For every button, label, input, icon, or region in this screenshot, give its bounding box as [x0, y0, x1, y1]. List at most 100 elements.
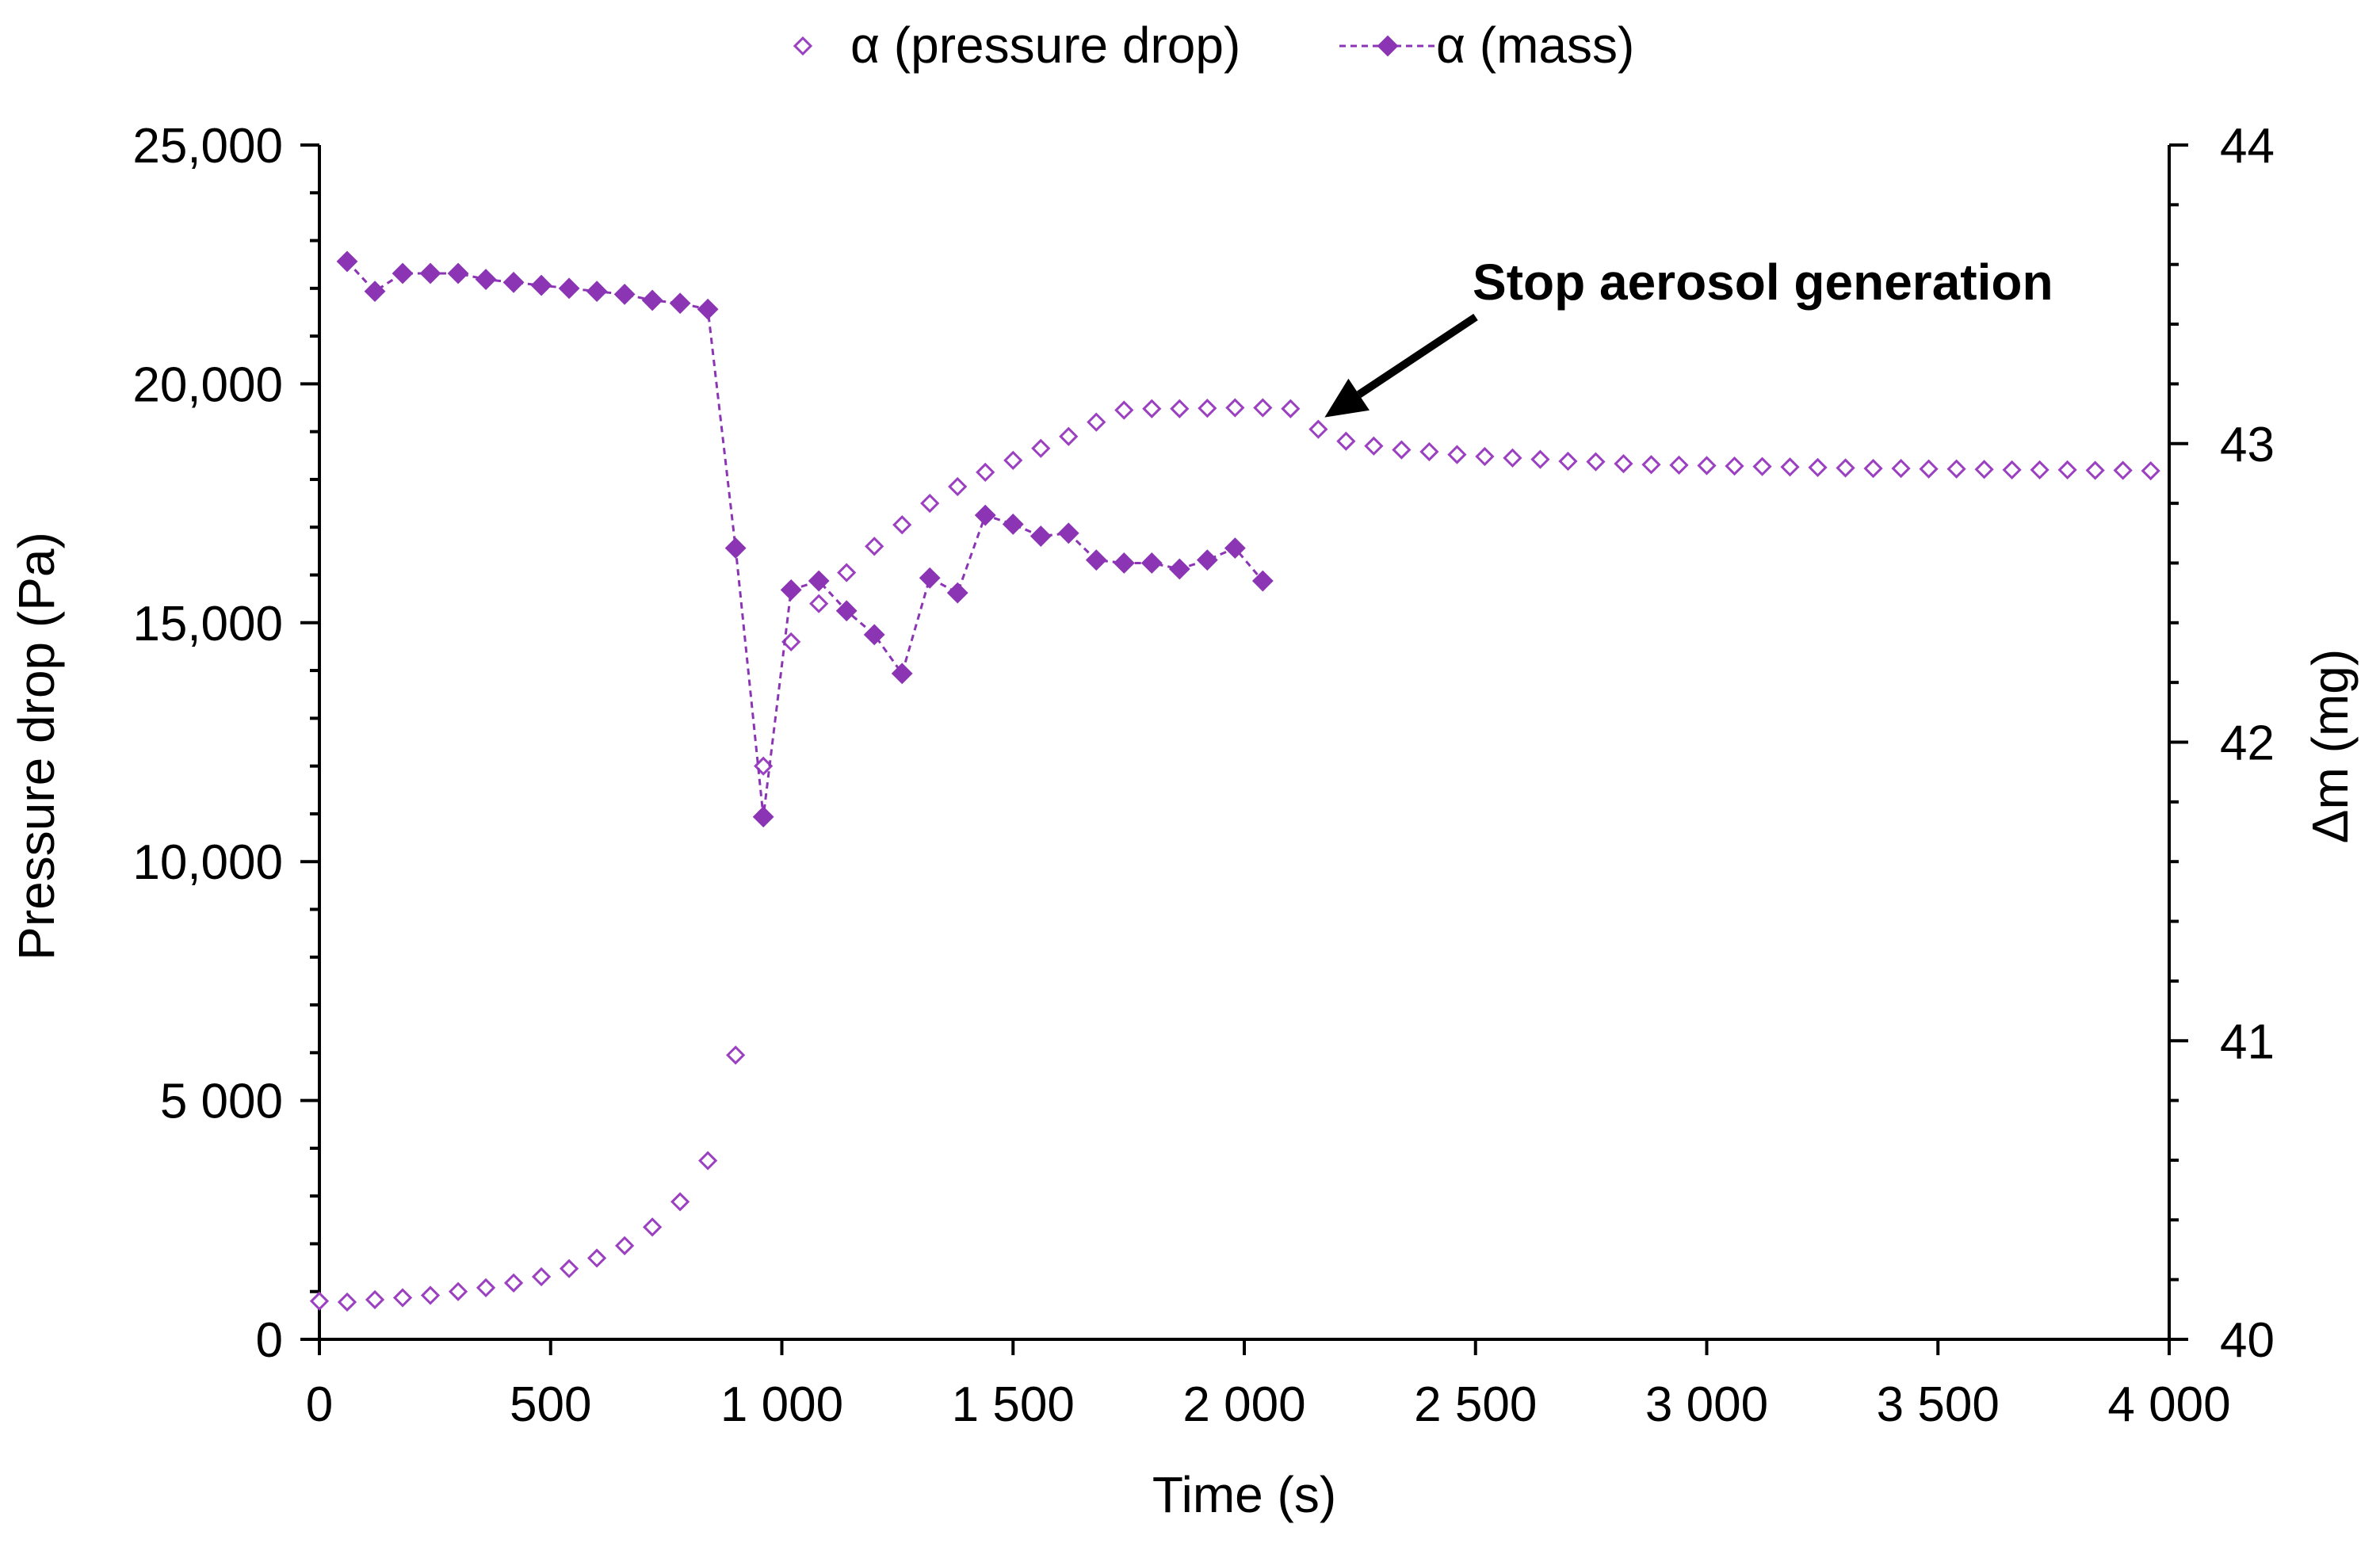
mass-point [891, 663, 913, 685]
pressure-drop-point [1863, 458, 1883, 479]
pressure-drop-point [1836, 458, 1855, 478]
pressure-drop-point [1419, 441, 1439, 462]
mass-point [364, 281, 386, 303]
pressure-drop-point [1475, 446, 1495, 467]
annotation-arrow [1356, 313, 1478, 398]
pressure-drop-point [1641, 455, 1661, 475]
legend-open-diamond-icon [793, 36, 813, 56]
y-right-tick-label: 41 [2220, 1014, 2275, 1069]
annotation-arrowhead [1324, 378, 1370, 418]
pressure-drop-point [2030, 460, 2050, 480]
pressure-drop-point [1308, 419, 1328, 439]
y-left-tick-label: 10,000 [132, 835, 283, 890]
pressure-drop-point [503, 1273, 524, 1293]
annotation-label: Stop aerosol generation [1473, 254, 2053, 311]
pressure-drop-point [1114, 400, 1134, 420]
pressure-drop-point [948, 476, 968, 497]
mass-point [530, 274, 552, 296]
pressure-drop-point [976, 462, 995, 483]
pressure-drop-point [1059, 426, 1079, 446]
mass-point [586, 281, 608, 303]
pressure-drop-point [2141, 460, 2160, 481]
pressure-drop-point [1198, 399, 1217, 418]
y-left-tick-label: 5 000 [160, 1075, 283, 1129]
mass-point [1140, 552, 1163, 574]
y-right-tick-label: 44 [2220, 119, 2275, 174]
mass-point [1224, 537, 1246, 560]
x-tick-label: 1 500 [952, 1377, 1075, 1432]
pressure-drop-point [837, 563, 857, 582]
pressure-drop-point [309, 1291, 330, 1311]
pressure-drop-point [1170, 399, 1190, 418]
pressure-drop-point [1336, 431, 1356, 451]
pressure-drop-point [1281, 399, 1301, 418]
x-tick-label: 3 000 [1645, 1377, 1768, 1432]
legend-marker-mass [1339, 35, 1436, 57]
mass-point [1251, 570, 1274, 592]
y-axis-left-title: Pressure drop (Pa) [8, 532, 65, 961]
mass-point [1057, 522, 1079, 544]
pressure-drop-point [1447, 445, 1467, 464]
pressure-drop-point [920, 493, 940, 514]
mass-point [1168, 558, 1190, 580]
pressure-drop-point [1530, 449, 1550, 469]
mass-series-line [346, 260, 1264, 817]
mass-point [1196, 549, 1218, 571]
axes: 0 5 000 10,000 15,000 20,000 25,000 40 41 42 43 44… [132, 119, 2275, 1432]
mass-point [502, 271, 525, 293]
pressure-drop-point [1614, 453, 1633, 474]
y-right-tick-label: 42 [2220, 716, 2275, 771]
pressure-drop-point [2113, 460, 2133, 480]
series-pressure-drop [309, 398, 2160, 1312]
x-tick-label: 2 000 [1182, 1377, 1305, 1432]
pressure-drop-point [337, 1292, 357, 1312]
pressure-drop-point [1087, 412, 1106, 432]
pressure-drop-point [1725, 456, 1744, 476]
x-tick-label: 1 000 [720, 1377, 843, 1432]
pressure-drop-point [726, 1045, 746, 1065]
mass-point [1002, 514, 1024, 535]
legend-marker-pressure-drop [793, 36, 813, 56]
pressure-drop-point [781, 632, 801, 652]
pressure-drop-point [1031, 438, 1051, 458]
series-mass [336, 250, 1274, 828]
mass-point [780, 579, 802, 601]
y-left-tick-label: 15,000 [132, 597, 283, 651]
pressure-drop-point [1780, 457, 1800, 477]
pressure-drop-point [1003, 450, 1023, 470]
mass-point [336, 250, 358, 273]
pressure-drop-point [2085, 460, 2105, 480]
pressure-drop-point [392, 1288, 413, 1308]
pressure-drop-point [809, 594, 829, 613]
pressure-drop-point [1752, 456, 1772, 476]
mass-point [863, 624, 885, 646]
pressure-drop-point [1974, 460, 1994, 479]
mass-point [1030, 525, 1052, 547]
mass-point [808, 570, 830, 592]
mass-point [946, 582, 968, 604]
x-tick-label: 3 500 [1877, 1377, 2000, 1432]
legend-label-pressure-drop: α (pressure drop) [850, 17, 1240, 74]
mass-point [641, 289, 663, 311]
pressure-drop-point [2002, 460, 2022, 480]
mass-point [974, 504, 996, 526]
y-right-tick-label: 40 [2220, 1313, 2275, 1368]
pressure-drop-point [476, 1278, 496, 1298]
x-tick-label: 0 [306, 1377, 333, 1432]
pressure-drop-point [559, 1258, 579, 1278]
legend-filled-diamond-icon [1377, 35, 1399, 57]
mass-point [613, 283, 636, 305]
pressure-drop-point [1808, 457, 1828, 478]
mass-point [697, 298, 719, 320]
x-tick-label: 4 000 [2107, 1377, 2230, 1432]
pressure-drop-point [865, 537, 884, 556]
pressure-drop-point [1225, 398, 1245, 418]
pressure-drop-point [531, 1266, 552, 1287]
pressure-drop-point [365, 1289, 385, 1310]
pressure-drop-point [1142, 399, 1162, 418]
mass-point [475, 269, 497, 290]
pressure-drop-point [1253, 398, 1273, 418]
pressure-drop-point [642, 1217, 663, 1237]
pressure-drop-point [448, 1281, 468, 1301]
